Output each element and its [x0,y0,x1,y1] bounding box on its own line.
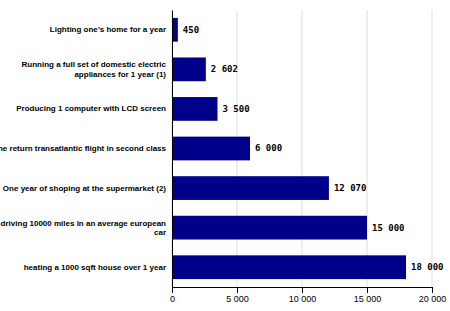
bar [172,57,206,81]
y-tick-label-line: car [154,228,166,237]
bars [172,18,406,279]
bar [172,216,367,240]
x-axis-line [173,288,433,294]
y-tick: heating a 1000 sqft house over 1 year [24,263,166,272]
y-tick-label-line: Lighting one’s home for a year [50,25,166,34]
x-tick-label: 10 000 [289,294,317,304]
bar [172,176,329,200]
y-tick: Producing 1 computer with LCD screen [16,104,166,113]
grid-line [172,10,173,287]
y-tick-label-line: One return transatlantic flight in secon… [0,144,167,153]
data-labels: 18 000 15 000 12 070 6 000 3 500 2 602 450 [183,25,444,272]
y-tick-label: Lighting one’s home for a year [50,25,166,34]
bar [172,137,250,161]
data-label: 450 [183,25,199,35]
y-tick-label: Running a full set of domestic electrica… [22,60,167,78]
y-tick: Lighting one’s home for a year [50,25,166,34]
x-tick-label: 20 000 [419,294,447,304]
y-tick-label: heating a 1000 sqft house over 1 year [24,263,166,272]
grid-line [367,10,368,287]
data-label: 3 500 [223,104,250,114]
y-tick: One return transatlantic flight in secon… [0,144,167,153]
x-tick: 0 [170,287,175,304]
y-axis-line [172,11,173,288]
bar [172,255,406,279]
plot: 0 5 000 10 000 15 000 20 000 heating a 1000 s… [0,10,446,304]
x-tick: 20 000 [419,287,447,304]
y-tick-label: Producing 1 computer with LCD screen [16,104,166,113]
x-tick-label: 5 000 [226,294,249,304]
x-tick: 10 000 [289,287,317,304]
y-tick-label: One return transatlantic flight in secon… [0,144,167,153]
y-tick: One year of shoping at the supermarket (… [3,184,166,193]
data-label: 15 000 [372,223,405,233]
y-tick-label-line: appliances for 1 year (1) [74,70,166,79]
bar [172,97,218,121]
x-axis: 0 5 000 10 000 15 000 20 000 [170,287,446,304]
chart-container: 0 5 000 10 000 15 000 20 000 heating a 1000 s… [0,0,450,311]
grid-line [302,10,303,287]
data-label: 18 000 [411,262,444,272]
grid-line [432,10,433,287]
y-tick-label: One year of shoping at the supermarket (… [3,184,166,193]
x-tick-mark [302,287,303,293]
x-tick-mark [172,287,173,293]
x-tick-mark [367,287,368,293]
y-tick: driving 10000 miles in an average europe… [1,219,167,237]
data-label: 12 070 [334,183,367,193]
data-label: 6 000 [255,143,282,153]
data-label: 2 602 [211,64,238,74]
x-tick: 15 000 [354,287,382,304]
y-tick-label: driving 10000 miles in an average europe… [1,219,167,237]
y-axis: heating a 1000 sqft house over 1 year dri… [0,11,173,288]
x-tick-label: 0 [170,294,175,304]
y-tick-label-line: heating a 1000 sqft house over 1 year [24,263,166,272]
y-tick-label-line: Running a full set of domestic electric [22,60,167,69]
y-tick-label-line: One year of shoping at the supermarket (… [3,184,166,193]
y-tick-label-line: driving 10000 miles in an average europe… [1,219,167,228]
y-tick: Running a full set of domestic electrica… [22,60,167,78]
chart: 0 5 000 10 000 15 000 20 000 heating a 1000 s… [0,0,450,311]
x-tick-mark [432,287,433,293]
y-tick-label-line: Producing 1 computer with LCD screen [16,104,166,113]
x-tick-label: 15 000 [354,294,382,304]
x-tick-mark [237,287,238,293]
x-tick: 5 000 [226,287,249,304]
grid [172,10,432,287]
